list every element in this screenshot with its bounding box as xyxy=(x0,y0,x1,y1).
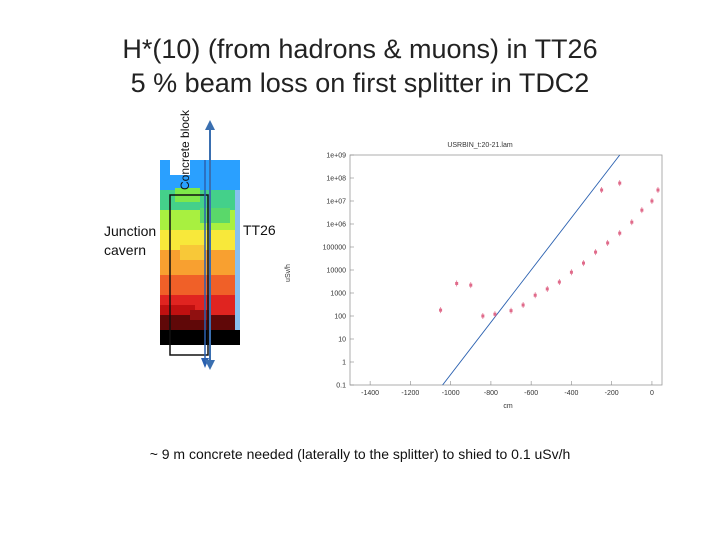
y-tick-label: 1e+06 xyxy=(326,222,346,229)
data-point xyxy=(455,280,459,287)
data-point xyxy=(533,292,537,299)
x-tick-label: -1200 xyxy=(401,390,419,397)
data-point xyxy=(521,302,525,309)
data-point xyxy=(469,282,473,289)
x-tick-label: -600 xyxy=(524,390,538,397)
junction-label-line-2: cavern xyxy=(104,242,147,258)
y-tick-label: 100 xyxy=(334,314,346,321)
x-tick-label: -1000 xyxy=(442,390,460,397)
arrow-down-icon xyxy=(205,360,215,370)
junction-label-line-1: Junction xyxy=(104,223,157,239)
x-tick-label: -200 xyxy=(605,390,619,397)
data-point xyxy=(630,219,634,226)
y-tick-label: 100000 xyxy=(323,245,346,252)
y-ticks: 0.1 1 10 100 1000 10000 100000 1e+06 1e+07 1e+08 1… xyxy=(323,153,354,390)
x-axis-label: cm xyxy=(503,403,513,410)
x-tick-label: -400 xyxy=(564,390,578,397)
junction-cavern-label: Junction cavern xyxy=(104,222,156,260)
x-tick-label: -1400 xyxy=(361,390,379,397)
data-point xyxy=(557,279,561,286)
data-point xyxy=(640,207,644,214)
y-tick-label: 1e+09 xyxy=(326,153,346,160)
slide-title: H*(10) (from hadrons & muons) in TT26 5 … xyxy=(0,32,720,100)
y-tick-label: 1 xyxy=(342,360,346,367)
data-points xyxy=(439,180,660,319)
data-point xyxy=(545,285,549,292)
fit-line xyxy=(442,154,621,386)
y-tick-label: 10 xyxy=(338,337,346,344)
data-point xyxy=(439,307,443,314)
fit-line-segment xyxy=(442,154,621,386)
heatmap-cells xyxy=(160,160,240,345)
data-point xyxy=(618,180,622,187)
concrete-block-outline xyxy=(169,194,209,356)
data-point xyxy=(581,260,585,267)
title-line-1: H*(10) (from hadrons & muons) in TT26 xyxy=(122,34,598,64)
data-point xyxy=(493,311,497,318)
data-point xyxy=(594,249,598,256)
data-point xyxy=(606,239,610,246)
data-point xyxy=(600,187,604,194)
chart-title: USRBIN_t:20-21.lam xyxy=(447,142,513,149)
x-tick-label: -800 xyxy=(484,390,498,397)
data-point xyxy=(509,307,513,314)
double-arrow xyxy=(205,120,215,370)
data-point xyxy=(650,198,654,204)
conclusion-note: ~ 9 m concrete needed (laterally to the … xyxy=(149,446,571,462)
tt26-label: TT26 xyxy=(243,222,276,238)
concrete-block-label: Concrete block xyxy=(178,109,192,190)
dose-map-image xyxy=(160,160,240,368)
y-tick-label: 1e+08 xyxy=(326,176,346,183)
title-line-2: 5 % beam loss on first splitter in TDC2 xyxy=(130,68,590,98)
data-point xyxy=(656,187,660,194)
arrow-up-icon xyxy=(205,120,215,130)
y-tick-label: 1e+07 xyxy=(326,199,346,206)
plot-frame xyxy=(349,154,663,386)
data-point xyxy=(569,269,573,276)
data-point xyxy=(618,230,622,237)
y-tick-label: 10000 xyxy=(327,268,347,275)
dose-profile-chart: USRBIN_t:20-21.lam 0.1 1 10 100 1000 10000 100… xyxy=(285,142,663,410)
y-axis-label: uSv/h xyxy=(285,264,292,282)
x-tick-label: 0 xyxy=(650,390,654,397)
x-ticks: -1400 -1200 -1000 -800 -600 -400 -200 0 xyxy=(361,381,654,397)
data-point xyxy=(481,313,485,319)
y-tick-label: 0.1 xyxy=(336,383,346,390)
y-tick-label: 1000 xyxy=(330,291,346,298)
